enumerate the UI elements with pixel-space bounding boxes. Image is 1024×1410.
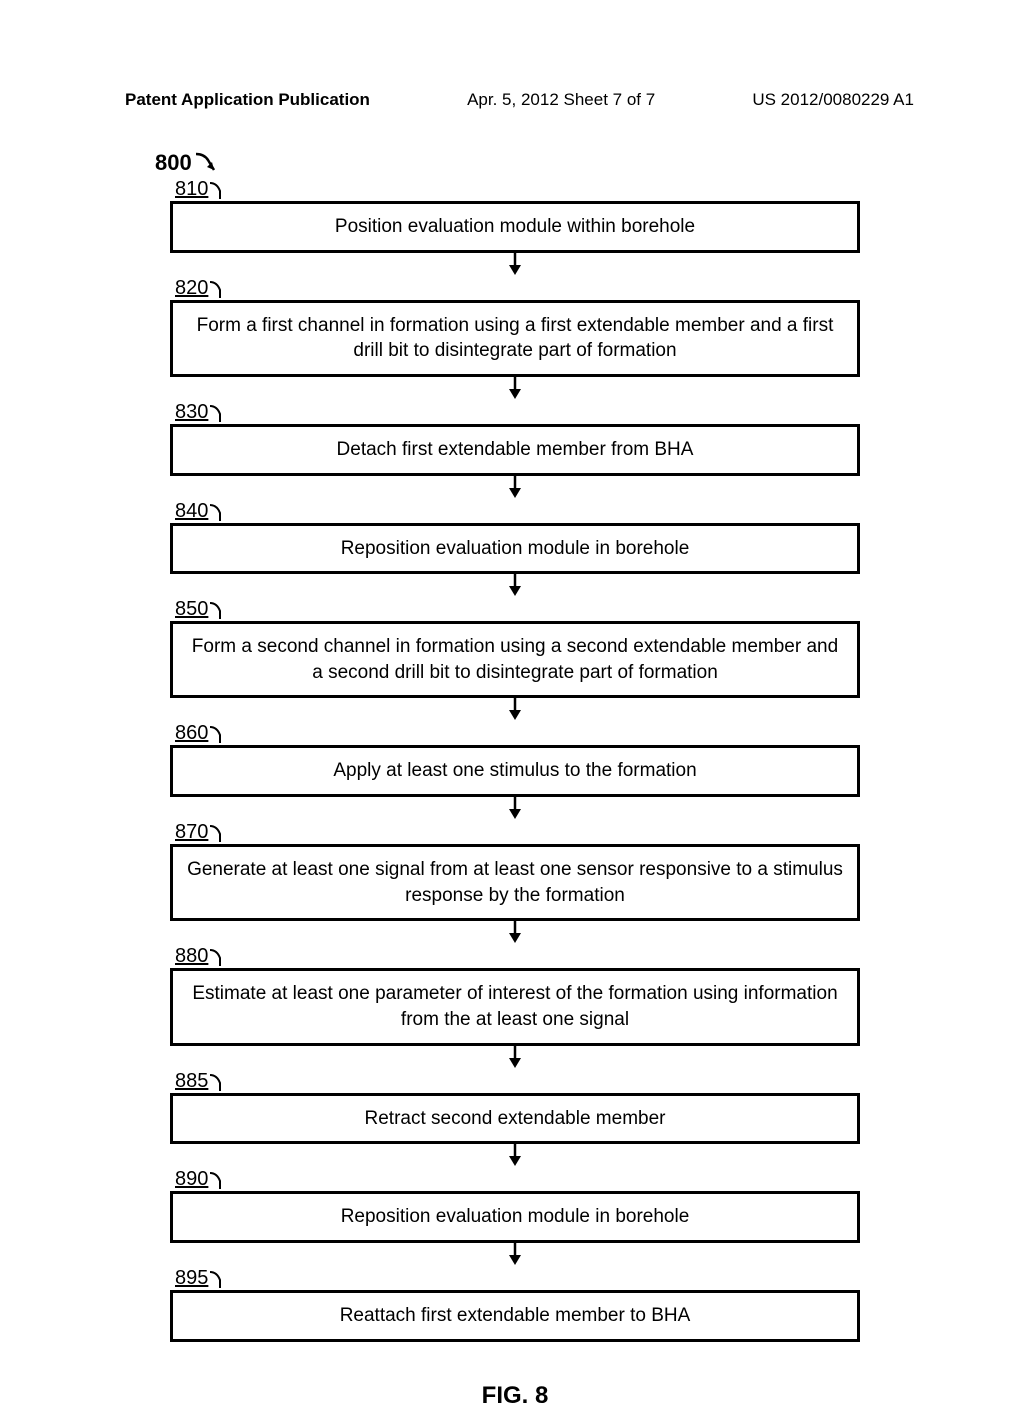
hook-icon [208,278,226,300]
steps-container: 810 Position evaluation module within bo… [155,178,875,1342]
step-box: Reposition evaluation module in borehole [170,523,860,575]
step-number: 850 [175,598,208,621]
step-box: Reattach first extendable member to BHA [170,1290,860,1342]
diagram-number: 800 [155,150,192,176]
connector-arrow [170,698,860,722]
step-label-row: 820 [175,277,875,300]
connector-arrow [170,574,860,598]
connector-arrow [170,377,860,401]
hook-icon [208,723,226,745]
step-label-row: 840 [175,500,875,523]
step-number: 880 [175,945,208,968]
hook-icon [208,501,226,523]
step-box: Reposition evaluation module in borehole [170,1191,860,1243]
hook-icon [208,599,226,621]
step-label-row: 830 [175,401,875,424]
step-box: Apply at least one stimulus to the forma… [170,745,860,797]
connector-arrow [170,253,860,277]
hook-arrow-icon [194,150,222,178]
step-label-row: 880 [175,945,875,968]
diagram-main-label: 800 [155,150,875,178]
step-number: 890 [175,1168,208,1191]
connector-arrow [170,1046,860,1070]
step-box: Detach first extendable member from BHA [170,424,860,476]
step-label-row: 870 [175,821,875,844]
step-label-row: 890 [175,1168,875,1191]
step-number: 870 [175,821,208,844]
hook-icon [208,1071,226,1093]
step-number: 860 [175,722,208,745]
step-number: 810 [175,178,208,201]
step-number: 840 [175,500,208,523]
step-box: Position evaluation module within boreho… [170,201,860,253]
step-number: 830 [175,401,208,424]
step-label-row: 810 [175,178,875,201]
connector-arrow [170,797,860,821]
connector-arrow [170,921,860,945]
flowchart-diagram: 800 810 Position evaluation module withi… [155,150,875,1410]
figure-label: FIG. 8 [155,1382,875,1410]
header-left-text: Patent Application Publication [125,90,370,110]
step-box: Form a second channel in formation using… [170,621,860,698]
hook-icon [208,402,226,424]
hook-icon [208,822,226,844]
header-right-text: US 2012/0080229 A1 [752,90,914,110]
step-label-row: 885 [175,1070,875,1093]
hook-icon [208,946,226,968]
step-box: Estimate at least one parameter of inter… [170,968,860,1045]
connector-arrow [170,1243,860,1267]
step-number: 820 [175,277,208,300]
step-label-row: 850 [175,598,875,621]
hook-icon [208,1169,226,1191]
step-label-row: 895 [175,1267,875,1290]
connector-arrow [170,476,860,500]
step-label-row: 860 [175,722,875,745]
step-box: Retract second extendable member [170,1093,860,1145]
hook-icon [208,179,226,201]
header-center-text: Apr. 5, 2012 Sheet 7 of 7 [467,90,655,110]
step-number: 895 [175,1267,208,1290]
hook-icon [208,1268,226,1290]
step-number: 885 [175,1070,208,1093]
connector-arrow [170,1144,860,1168]
step-box: Generate at least one signal from at lea… [170,844,860,921]
step-box: Form a first channel in formation using … [170,300,860,377]
page-header: Patent Application Publication Apr. 5, 2… [0,90,1024,110]
